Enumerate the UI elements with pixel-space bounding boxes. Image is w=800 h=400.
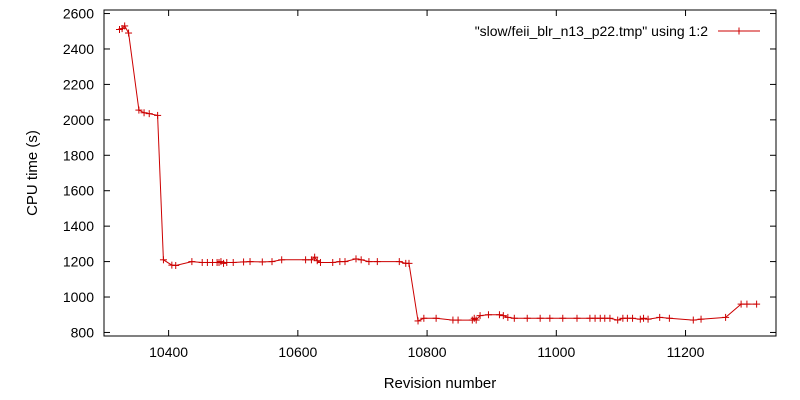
data-point	[614, 316, 622, 324]
data-point	[753, 300, 761, 308]
data-point	[140, 109, 148, 117]
data-point	[743, 300, 751, 308]
data-point	[636, 315, 644, 323]
data-point	[644, 315, 652, 323]
data-point	[135, 106, 143, 114]
y-axis-title: CPU time (s)	[24, 130, 41, 216]
data-point	[689, 316, 697, 324]
data-point	[215, 258, 223, 266]
series-line	[119, 25, 757, 322]
data-point	[240, 258, 248, 266]
data-point	[722, 313, 730, 321]
axis-ticks: 10400 10600 10800 11000 11200 800 1000 1200 1400…	[63, 6, 776, 360]
data-point	[606, 314, 614, 322]
data-point	[495, 311, 503, 319]
data-point	[125, 29, 133, 37]
data-point	[223, 258, 231, 266]
data-point	[313, 257, 321, 265]
data-point	[229, 258, 237, 266]
series-layer	[116, 22, 761, 325]
x-axis-title: Revision number	[384, 375, 497, 392]
data-point	[395, 258, 403, 266]
y-tick-label: 2000	[63, 112, 94, 128]
x-tick-label: 11000	[537, 344, 575, 360]
x-tick-label: 10600	[278, 344, 317, 360]
y-tick-label: 1400	[63, 218, 94, 234]
data-point	[546, 314, 554, 322]
y-tick-label: 2400	[63, 41, 94, 57]
y-tick-label: 2200	[63, 76, 94, 92]
data-point	[154, 111, 162, 119]
data-point	[523, 314, 531, 322]
data-point	[504, 313, 512, 321]
x-tick-label: 10400	[149, 344, 188, 360]
data-point	[405, 259, 413, 267]
legend-label: "slow/feii_blr_n13_p22.tmp" using 1:2	[475, 23, 709, 39]
y-tick-label: 1800	[63, 147, 94, 163]
data-point	[246, 258, 254, 266]
data-point	[159, 256, 167, 264]
plot-frame	[103, 9, 777, 337]
data-point	[341, 258, 349, 266]
data-point	[278, 256, 286, 264]
data-point	[484, 311, 492, 319]
data-point	[365, 258, 373, 266]
data-point	[373, 258, 381, 266]
data-point	[145, 110, 153, 118]
data-point	[629, 314, 637, 322]
data-point	[172, 261, 180, 269]
data-point	[476, 312, 484, 320]
data-point	[316, 258, 324, 266]
data-point	[510, 314, 518, 322]
y-tick-label: 2600	[63, 6, 94, 22]
legend: "slow/feii_blr_n13_p22.tmp" using 1:2	[475, 23, 760, 39]
y-tick-label: 1200	[63, 254, 94, 270]
data-point	[697, 315, 705, 323]
data-point	[665, 314, 673, 322]
data-point	[258, 258, 266, 266]
data-point	[420, 314, 428, 322]
data-point	[268, 258, 276, 266]
data-point	[220, 259, 228, 267]
data-point	[329, 258, 337, 266]
y-tick-label: 800	[71, 324, 95, 340]
data-point	[499, 312, 507, 320]
data-point	[188, 258, 196, 266]
x-tick-label: 11200	[667, 344, 705, 360]
y-tick-label: 1600	[63, 183, 94, 199]
data-point	[311, 253, 319, 261]
data-point	[536, 314, 544, 322]
legend-swatch-marker	[735, 27, 743, 35]
data-point	[472, 316, 480, 324]
y-tick-label: 1000	[63, 289, 94, 305]
data-point	[640, 314, 648, 322]
data-point	[352, 255, 360, 263]
data-point	[454, 316, 462, 324]
data-point	[357, 256, 365, 264]
data-point	[573, 314, 581, 322]
data-point	[559, 314, 567, 322]
data-point	[414, 317, 422, 325]
data-point	[432, 314, 440, 322]
data-point	[656, 313, 664, 321]
x-tick-label: 10800	[408, 344, 447, 360]
data-point	[121, 22, 129, 30]
